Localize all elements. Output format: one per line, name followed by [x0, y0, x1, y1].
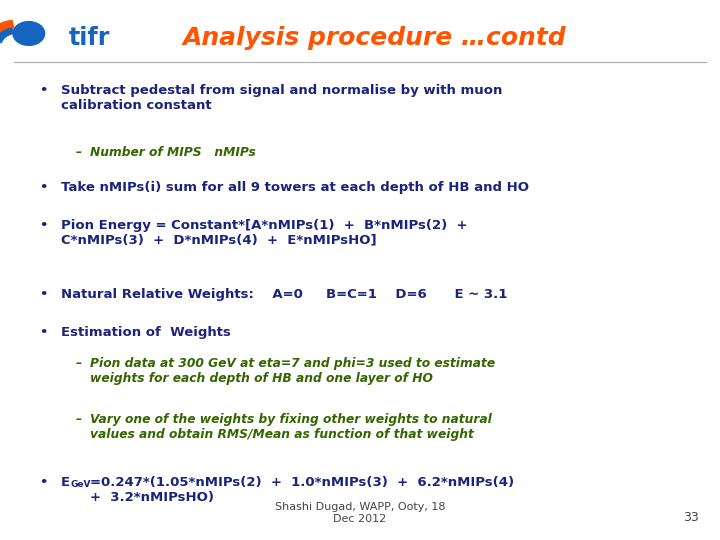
Text: •: • — [40, 326, 48, 339]
Text: GeV: GeV — [71, 480, 91, 489]
Text: Pion data at 300 GeV at eta=7 and phi=3 used to estimate
weights for each depth : Pion data at 300 GeV at eta=7 and phi=3 … — [90, 357, 495, 385]
Text: •: • — [40, 84, 48, 97]
Text: Analysis procedure …contd: Analysis procedure …contd — [183, 26, 566, 50]
Text: •: • — [40, 476, 48, 489]
Text: Shashi Dugad, WAPP, Ooty, 18
Dec 2012: Shashi Dugad, WAPP, Ooty, 18 Dec 2012 — [275, 502, 445, 524]
Text: Estimation of  Weights: Estimation of Weights — [61, 326, 231, 339]
Text: Take nMIPs(i) sum for all 9 towers at each depth of HB and HO: Take nMIPs(i) sum for all 9 towers at ea… — [61, 181, 529, 194]
Circle shape — [13, 22, 45, 45]
Text: •: • — [40, 219, 48, 232]
Text: 33: 33 — [683, 511, 698, 524]
Text: Natural Relative Weights:    A=0     B=C=1    D=6      E ~ 3.1: Natural Relative Weights: A=0 B=C=1 D=6 … — [61, 288, 508, 301]
Text: –: – — [76, 146, 82, 159]
Text: –: – — [76, 357, 82, 370]
Text: =0.247*(1.05*nMIPs(2)  +  1.0*nMIPs(3)  +  6.2*nMIPs(4)
+  3.2*nMIPsHO): =0.247*(1.05*nMIPs(2) + 1.0*nMIPs(3) + 6… — [90, 476, 514, 504]
Wedge shape — [0, 21, 14, 43]
Text: •: • — [40, 181, 48, 194]
Text: –: – — [76, 413, 82, 426]
Text: tifr: tifr — [68, 26, 109, 50]
Text: Subtract pedestal from signal and normalise by with muon
calibration constant: Subtract pedestal from signal and normal… — [61, 84, 503, 112]
Text: Pion Energy = Constant*[A*nMIPs(1)  +  B*nMIPs(2)  +
C*nMIPs(3)  +  D*nMIPs(4)  : Pion Energy = Constant*[A*nMIPs(1) + B*n… — [61, 219, 468, 247]
Text: Number of MIPS   nMIPs: Number of MIPS nMIPs — [90, 146, 256, 159]
Text: •: • — [40, 288, 48, 301]
Wedge shape — [0, 28, 14, 43]
Text: E: E — [61, 476, 71, 489]
Text: Vary one of the weights by fixing other weights to natural
values and obtain RMS: Vary one of the weights by fixing other … — [90, 413, 492, 441]
